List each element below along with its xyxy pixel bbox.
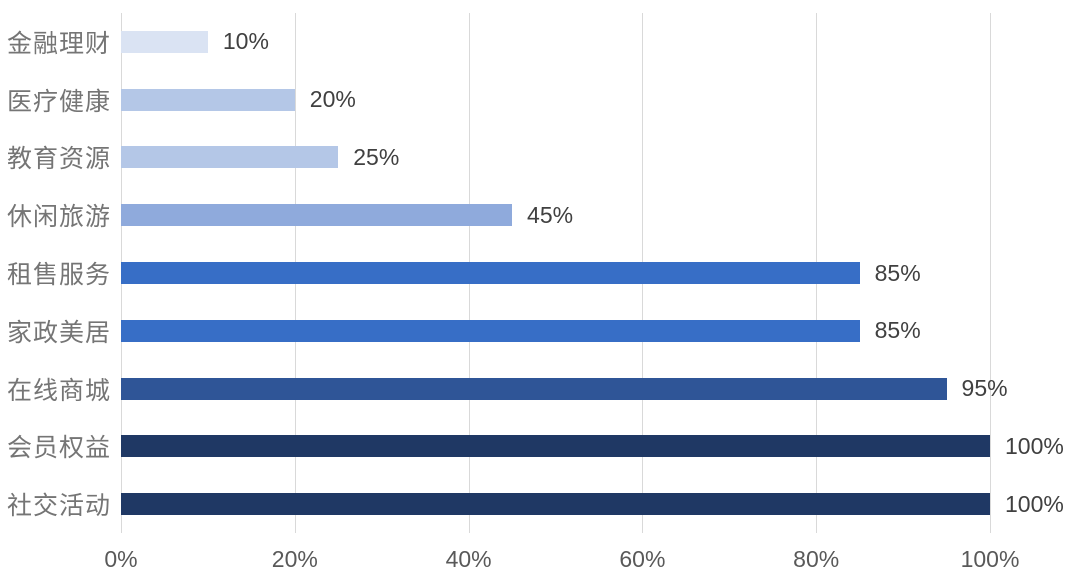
x-tick-label: 80% — [793, 546, 840, 572]
category-axis: 金融理财医疗健康教育资源休闲旅游租售服务家政美居在线商城会员权益社交活动 — [0, 13, 112, 533]
category-row: 金融理财 — [0, 13, 112, 71]
bar-教育资源 — [121, 146, 339, 169]
bar-row: 85% — [121, 244, 990, 302]
bar-会员权益 — [121, 435, 990, 458]
category-row: 在线商城 — [0, 360, 112, 418]
bar-金融理财 — [121, 30, 208, 53]
value-label: 10% — [222, 28, 269, 55]
x-tick-label: 100% — [960, 546, 1020, 572]
category-row: 租售服务 — [0, 244, 112, 302]
gridline-100% — [990, 13, 991, 533]
plot-area: 10% 20% 25% 45% 85% 85% 95% 100% 100% — [121, 13, 1064, 533]
category-row: 医疗健康 — [0, 71, 112, 129]
x-tick-label: 40% — [445, 546, 492, 572]
bar-row: 10% — [121, 13, 990, 71]
x-axis: 0% 20% 40% 60% 80% 100% — [0, 546, 1080, 578]
bar-医疗健康 — [121, 88, 295, 111]
value-label: 85% — [874, 317, 921, 344]
value-label: 25% — [353, 143, 400, 170]
bar-row: 100% — [121, 417, 1064, 475]
category-label: 教育资源 — [7, 145, 112, 174]
x-tick-label: 60% — [619, 546, 666, 572]
x-tick-label: 20% — [271, 546, 318, 572]
bar-租售服务 — [121, 262, 860, 285]
category-label: 休闲旅游 — [7, 203, 112, 232]
category-label: 在线商城 — [7, 376, 112, 405]
bar-row: 20% — [121, 71, 990, 129]
value-label: 95% — [961, 375, 1008, 402]
category-label: 会员权益 — [7, 434, 112, 463]
category-label: 社交活动 — [7, 492, 112, 521]
bar-社交活动 — [121, 493, 990, 516]
value-label: 45% — [527, 201, 574, 228]
value-label: 100% — [1005, 490, 1064, 517]
bar-row: 25% — [121, 129, 990, 187]
bar-row: 100% — [121, 475, 1064, 533]
category-label: 金融理财 — [7, 29, 112, 58]
value-label: 85% — [874, 259, 921, 286]
category-row: 家政美居 — [0, 302, 112, 360]
bar-row: 45% — [121, 186, 990, 244]
value-label: 100% — [1005, 432, 1064, 459]
category-label: 医疗健康 — [7, 87, 112, 116]
bar-家政美居 — [121, 319, 860, 342]
value-label: 20% — [309, 86, 356, 113]
category-row: 社交活动 — [0, 475, 112, 533]
category-row: 休闲旅游 — [0, 186, 112, 244]
x-tick-label: 0% — [104, 546, 138, 572]
category-label: 租售服务 — [7, 261, 112, 290]
bar-row: 85% — [121, 302, 990, 360]
category-row: 教育资源 — [0, 129, 112, 187]
bar-在线商城 — [121, 377, 947, 400]
bar-row: 95% — [121, 360, 1008, 418]
bar-休闲旅游 — [121, 204, 513, 227]
category-label: 家政美居 — [7, 318, 112, 347]
category-row: 会员权益 — [0, 417, 112, 475]
